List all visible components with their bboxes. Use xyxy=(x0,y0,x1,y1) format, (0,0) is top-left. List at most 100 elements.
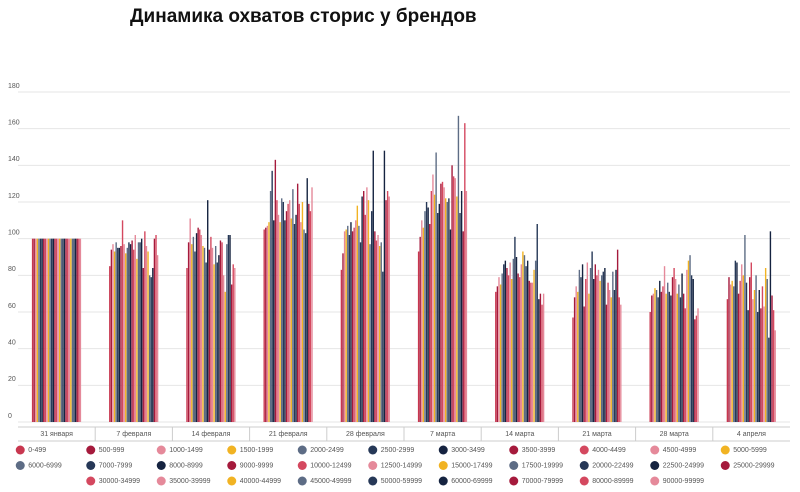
legend-label: 45000-49999 xyxy=(310,478,351,485)
bar xyxy=(145,246,148,422)
bar xyxy=(665,293,667,422)
bar xyxy=(697,308,699,422)
bar xyxy=(678,284,680,422)
legend-label: 70000-79999 xyxy=(522,478,563,485)
legend-label: 12500-14999 xyxy=(381,462,422,469)
bar xyxy=(57,238,59,422)
legend-label: 80000-89999 xyxy=(592,478,633,485)
bar xyxy=(456,196,458,422)
bar xyxy=(110,249,113,422)
y-tick-label: 160 xyxy=(8,120,20,127)
bar xyxy=(155,235,157,422)
bar xyxy=(771,295,773,422)
bar xyxy=(507,275,510,422)
y-tick-label: 100 xyxy=(8,230,20,237)
legend-marker xyxy=(156,445,166,455)
bar xyxy=(655,290,658,422)
bar xyxy=(739,280,741,422)
bar xyxy=(525,266,527,422)
bar xyxy=(300,222,302,422)
bar xyxy=(39,238,42,422)
bar xyxy=(230,284,233,422)
bar xyxy=(618,297,620,422)
bar xyxy=(663,266,666,422)
bar xyxy=(616,249,619,422)
bar xyxy=(593,279,595,422)
bar xyxy=(121,220,124,422)
bar xyxy=(55,238,58,422)
bar xyxy=(594,264,597,422)
legend-marker xyxy=(438,445,448,455)
legend-marker xyxy=(720,445,730,455)
legend-label: 8000-8999 xyxy=(169,462,203,469)
bar xyxy=(686,269,688,422)
bar xyxy=(68,238,70,422)
bar xyxy=(205,262,207,422)
bar xyxy=(343,231,346,422)
bar xyxy=(281,198,283,422)
bar xyxy=(541,304,543,422)
bar xyxy=(514,236,516,422)
legend-label: 40000-44999 xyxy=(240,478,281,485)
bar xyxy=(687,260,690,422)
legend-marker xyxy=(297,476,307,486)
bar xyxy=(613,290,616,422)
bar xyxy=(385,200,387,422)
legend-label: 2000-2499 xyxy=(310,447,344,454)
bar xyxy=(364,214,366,422)
bar xyxy=(733,286,735,422)
legend-marker xyxy=(368,476,378,486)
bar xyxy=(74,238,77,422)
x-tick-label: 7 марта xyxy=(430,431,455,438)
bar xyxy=(425,202,428,422)
bar xyxy=(197,227,199,422)
bar xyxy=(195,233,198,422)
bar xyxy=(596,275,598,422)
legend-marker xyxy=(86,445,96,455)
bar xyxy=(112,244,114,422)
bar xyxy=(745,282,748,422)
x-tick-label: 31 января xyxy=(40,431,73,438)
bar xyxy=(378,246,381,422)
bar xyxy=(369,244,371,422)
legend-marker xyxy=(579,476,589,486)
bar xyxy=(293,224,296,422)
bar xyxy=(79,238,82,422)
legend-marker xyxy=(297,445,307,455)
bar xyxy=(758,290,760,422)
bar xyxy=(526,260,529,422)
bar xyxy=(202,246,204,422)
bar xyxy=(578,269,581,422)
bar xyxy=(651,295,653,422)
bar xyxy=(306,178,308,422)
bar xyxy=(148,275,151,422)
legend-marker xyxy=(368,461,378,470)
bar xyxy=(495,291,497,422)
bar xyxy=(760,308,762,422)
bar xyxy=(515,257,518,422)
bar xyxy=(444,198,447,422)
bar xyxy=(348,235,351,422)
bar xyxy=(438,203,441,422)
legend-marker xyxy=(297,461,307,470)
bar xyxy=(501,273,503,422)
bar xyxy=(573,297,576,422)
bar xyxy=(216,262,218,422)
legend-label: 1000-1499 xyxy=(169,447,203,454)
bar xyxy=(63,238,66,422)
bar xyxy=(734,260,737,422)
bar xyxy=(62,238,64,422)
bar xyxy=(496,286,499,422)
bar xyxy=(437,213,439,422)
bar xyxy=(115,242,117,422)
bar xyxy=(460,191,463,422)
bar xyxy=(49,238,51,422)
bar xyxy=(380,242,382,422)
bar xyxy=(674,279,677,422)
bar xyxy=(131,240,133,422)
bar xyxy=(457,115,460,422)
bar xyxy=(35,238,37,422)
bar xyxy=(377,235,379,422)
bar xyxy=(109,266,111,422)
bar xyxy=(200,235,203,422)
